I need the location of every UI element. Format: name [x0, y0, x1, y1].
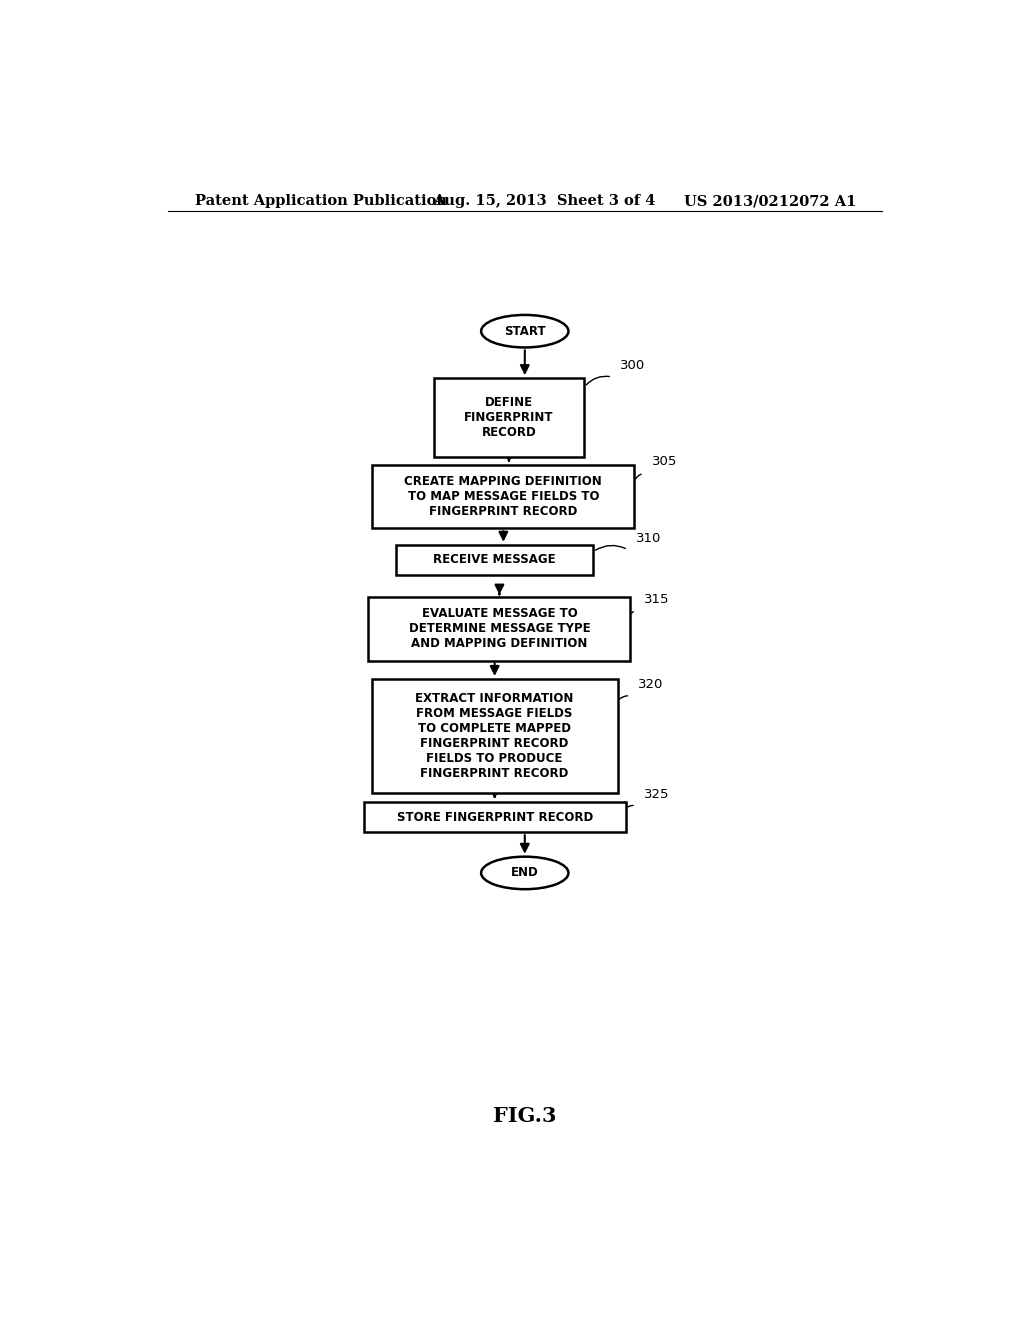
Ellipse shape: [481, 315, 568, 347]
Text: 315: 315: [644, 593, 670, 606]
Text: EVALUATE MESSAGE TO
DETERMINE MESSAGE TYPE
AND MAPPING DEFINITION: EVALUATE MESSAGE TO DETERMINE MESSAGE TY…: [409, 607, 590, 651]
FancyArrowPatch shape: [628, 805, 633, 807]
FancyBboxPatch shape: [373, 466, 634, 528]
Text: DEFINE
FINGERPRINT
RECORD: DEFINE FINGERPRINT RECORD: [464, 396, 554, 440]
FancyArrowPatch shape: [595, 545, 626, 550]
Text: 300: 300: [620, 359, 645, 372]
Text: STORE FINGERPRINT RECORD: STORE FINGERPRINT RECORD: [396, 810, 593, 824]
FancyBboxPatch shape: [364, 801, 626, 833]
FancyBboxPatch shape: [372, 678, 617, 792]
Text: US 2013/0212072 A1: US 2013/0212072 A1: [684, 194, 856, 209]
Text: 325: 325: [644, 788, 670, 801]
FancyBboxPatch shape: [433, 378, 585, 457]
Text: START: START: [504, 325, 546, 338]
Text: END: END: [511, 866, 539, 879]
FancyBboxPatch shape: [369, 598, 631, 660]
FancyBboxPatch shape: [396, 545, 593, 576]
Text: 320: 320: [638, 678, 664, 690]
Text: FIG.3: FIG.3: [493, 1106, 557, 1126]
FancyArrowPatch shape: [636, 474, 641, 479]
Text: CREATE MAPPING DEFINITION
TO MAP MESSAGE FIELDS TO
FINGERPRINT RECORD: CREATE MAPPING DEFINITION TO MAP MESSAGE…: [404, 475, 602, 519]
FancyArrowPatch shape: [620, 696, 628, 700]
FancyArrowPatch shape: [632, 611, 633, 614]
FancyArrowPatch shape: [586, 376, 609, 385]
Text: 310: 310: [636, 532, 662, 545]
Ellipse shape: [481, 857, 568, 890]
Text: Patent Application Publication: Patent Application Publication: [196, 194, 447, 209]
Text: EXTRACT INFORMATION
FROM MESSAGE FIELDS
TO COMPLETE MAPPED
FINGERPRINT RECORD
FI: EXTRACT INFORMATION FROM MESSAGE FIELDS …: [416, 692, 573, 780]
Text: Aug. 15, 2013  Sheet 3 of 4: Aug. 15, 2013 Sheet 3 of 4: [433, 194, 656, 209]
Text: 305: 305: [652, 455, 677, 469]
Text: RECEIVE MESSAGE: RECEIVE MESSAGE: [433, 553, 556, 566]
